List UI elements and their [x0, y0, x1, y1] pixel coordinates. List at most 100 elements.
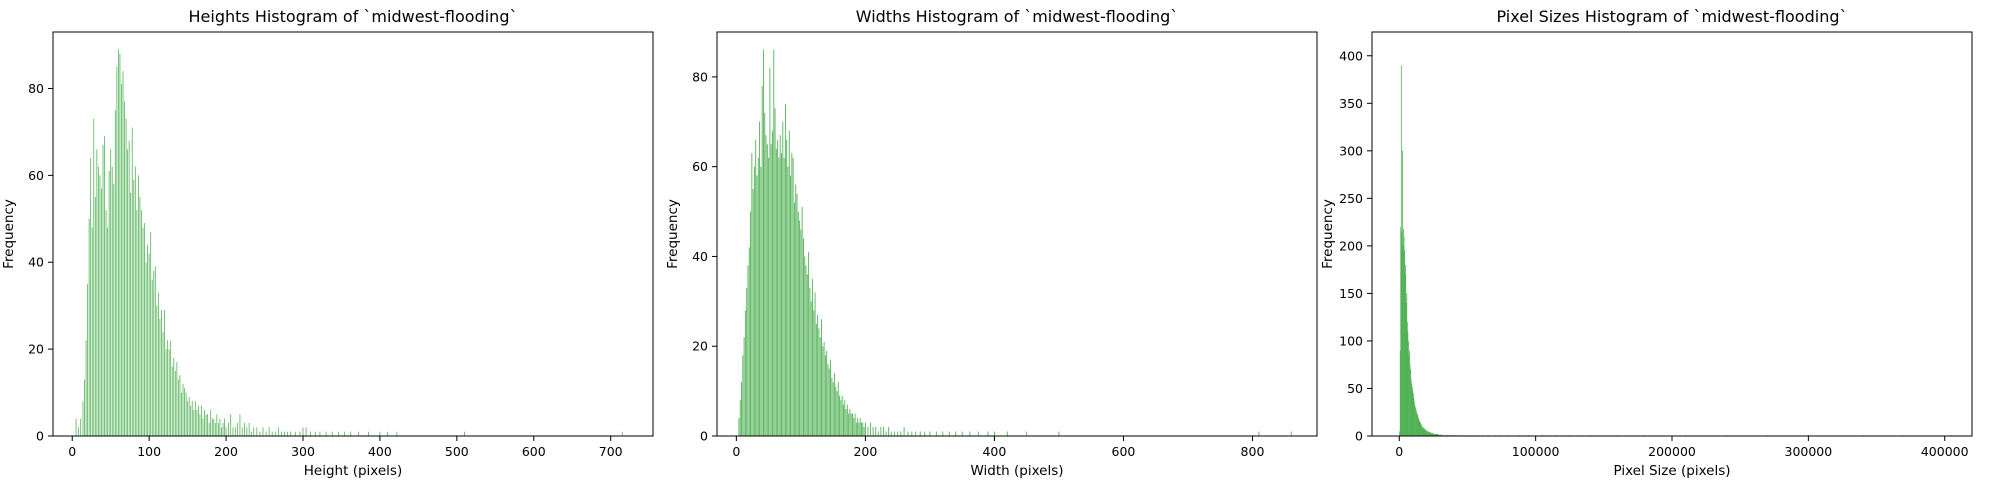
bar: [1429, 432, 1431, 436]
bar: [287, 431, 289, 436]
bar: [977, 431, 979, 436]
bar: [1425, 430, 1427, 436]
bar: [828, 368, 830, 436]
bar: [796, 193, 798, 436]
bar: [791, 153, 793, 436]
bar: [99, 175, 101, 436]
bar: [234, 427, 236, 436]
bar: [783, 157, 785, 436]
bar: [854, 413, 856, 436]
bar: [104, 136, 105, 436]
bar: [1404, 250, 1405, 436]
chart-title: Pixel Sizes Histogram of `midwest-floodi…: [1496, 7, 1847, 26]
bar: [248, 422, 250, 436]
x-tick-label: 100000: [1512, 444, 1560, 459]
bar: [188, 396, 190, 436]
bar: [841, 395, 843, 436]
bar: [144, 223, 145, 436]
bar: [1405, 302, 1407, 436]
bar: [119, 53, 121, 436]
bar: [751, 153, 753, 436]
bar: [764, 112, 766, 437]
bar: [903, 427, 905, 436]
bar: [621, 431, 623, 436]
bar: [786, 139, 788, 437]
bar: [139, 197, 141, 436]
y-tick-label: 40: [28, 255, 44, 270]
bar: [1432, 433, 1433, 436]
bar: [1399, 431, 1401, 436]
bar: [1438, 434, 1439, 436]
bar: [1414, 405, 1416, 436]
bar: [227, 422, 229, 436]
bar: [890, 431, 892, 436]
bar: [128, 140, 130, 436]
bar: [1406, 321, 1408, 436]
bar: [75, 418, 77, 436]
bar: [843, 404, 844, 436]
bar: [184, 388, 185, 436]
bar: [987, 431, 989, 436]
bar: [1426, 431, 1428, 436]
bar: [85, 340, 87, 436]
bar: [824, 355, 826, 436]
bar: [357, 431, 359, 436]
bar: [875, 427, 877, 436]
x-tick-label: 400: [982, 444, 1006, 459]
bar: [814, 292, 816, 436]
bar: [1419, 421, 1421, 436]
bar: [782, 121, 784, 436]
bar: [1415, 407, 1416, 436]
bar: [755, 139, 757, 437]
bar: [1402, 245, 1404, 436]
bar: [748, 247, 750, 436]
chart-title: Heights Histogram of `midwest-flooding`: [189, 7, 518, 26]
bar: [1435, 434, 1437, 436]
bar: [830, 359, 831, 436]
bar: [159, 318, 161, 436]
x-tick-label: 300: [291, 444, 315, 459]
y-tick-label: 60: [692, 159, 708, 174]
bar: [111, 166, 113, 437]
bar: [1413, 397, 1415, 436]
bars: [738, 49, 1292, 437]
bar: [1400, 226, 1402, 436]
bar: [239, 414, 241, 436]
bar: [262, 427, 264, 436]
bar: [1408, 340, 1409, 436]
bar: [888, 427, 890, 436]
bar: [134, 166, 136, 437]
bar: [90, 157, 92, 437]
bar: [810, 301, 812, 436]
bar: [808, 251, 810, 436]
bar: [202, 418, 204, 436]
y-tick-label: 50: [1347, 381, 1363, 396]
bar: [872, 427, 874, 436]
bar: [176, 362, 178, 436]
bar: [768, 157, 770, 436]
bar: [125, 118, 127, 436]
bar: [201, 405, 202, 436]
bar: [858, 422, 860, 436]
y-tick-label: 80: [692, 69, 708, 84]
bar: [799, 220, 801, 436]
bar: [778, 157, 780, 436]
bar: [305, 427, 307, 436]
bar: [815, 323, 817, 436]
bar: [781, 153, 782, 436]
bar: [853, 418, 855, 436]
bar: [464, 431, 465, 436]
bar: [852, 413, 853, 436]
bar: [848, 413, 850, 436]
bar: [1430, 433, 1432, 436]
bar: [788, 130, 790, 436]
bar: [1416, 413, 1418, 436]
bar: [213, 418, 215, 436]
bar: [88, 218, 90, 436]
bar: [761, 85, 763, 437]
y-tick-label: 0: [700, 429, 708, 444]
bar: [845, 409, 847, 436]
bar: [893, 431, 895, 436]
bar: [91, 227, 93, 436]
bar: [294, 431, 296, 436]
